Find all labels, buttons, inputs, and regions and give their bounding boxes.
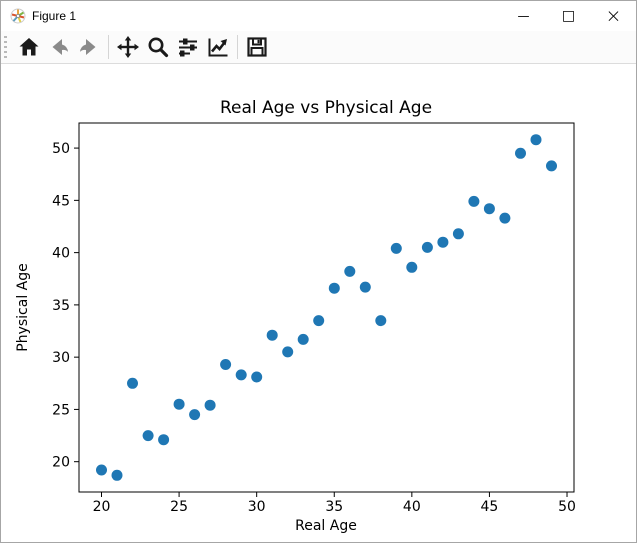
scatter-point (96, 464, 107, 476)
save-button[interactable] (242, 32, 272, 62)
x-tick-label: 45 (481, 499, 499, 515)
floppy-disk-icon (247, 37, 267, 57)
scatter-point (313, 315, 325, 327)
y-tick-label: 45 (52, 193, 70, 209)
x-tick-label: 30 (248, 499, 266, 515)
toolbar-grip[interactable] (3, 34, 8, 60)
arrow-right-icon (80, 39, 96, 55)
scatter-point (142, 430, 154, 442)
x-tick-label: 50 (558, 499, 576, 515)
move-arrows-icon (117, 36, 139, 58)
axis-ticks: 20 25 30 35 40 45 50 20 25 30 35 40 45 50 (52, 141, 576, 515)
x-tick-label: 40 (403, 499, 421, 515)
toolbar-separator (108, 35, 109, 59)
scatter-point (468, 195, 480, 207)
scatter-point (437, 236, 449, 248)
scatter-point (266, 329, 278, 341)
scatter-point (344, 265, 356, 277)
y-tick-label: 40 (52, 246, 70, 262)
chart-title: Real Age vs Physical Age (220, 98, 432, 118)
matplotlib-logo-icon (10, 8, 26, 24)
scatter-point (530, 134, 542, 146)
scatter-plot[interactable]: Real Age vs Physical Age Real Age Physic… (1, 64, 636, 543)
navigation-toolbar (1, 31, 636, 64)
home-icon (19, 38, 39, 56)
x-axis-label: Real Age (295, 518, 357, 534)
scatter-point (297, 333, 309, 345)
scatter-point (483, 203, 495, 215)
scatter-points (96, 134, 557, 481)
configure-subplots-button[interactable] (173, 32, 203, 62)
figure-canvas[interactable]: Real Age vs Physical Age Real Age Physic… (1, 64, 636, 543)
y-tick-label: 30 (52, 350, 70, 366)
scatter-point (111, 469, 123, 481)
scatter-point (127, 377, 138, 389)
scatter-point (452, 228, 464, 240)
scatter-point (189, 409, 201, 421)
y-axis-label: Physical Age (15, 263, 31, 351)
scatter-point (359, 281, 371, 293)
window-title: Figure 1 (32, 9, 77, 23)
scatter-point (499, 212, 511, 224)
scatter-point (235, 369, 247, 381)
x-tick-label: 20 (93, 499, 111, 515)
back-button[interactable] (44, 32, 74, 62)
scatter-point (173, 398, 185, 410)
minimize-button[interactable]: — (517, 9, 530, 23)
y-tick-label: 20 (52, 455, 70, 471)
plot-area[interactable] (78, 122, 575, 493)
toolbar-separator (237, 35, 238, 59)
sliders-icon (179, 38, 197, 57)
title-bar[interactable]: Figure 1 — □ × (1, 1, 636, 31)
home-button[interactable] (14, 32, 44, 62)
zoom-button[interactable] (143, 32, 173, 62)
forward-button[interactable] (74, 32, 104, 62)
scatter-point (546, 160, 557, 172)
x-tick-label: 35 (325, 499, 343, 515)
scatter-point (375, 315, 387, 327)
y-tick-label: 25 (52, 402, 70, 418)
magnifier-icon (148, 37, 169, 58)
scatter-point (328, 282, 340, 294)
arrow-left-icon (52, 39, 68, 55)
scatter-point (406, 261, 418, 273)
scatter-point (515, 147, 526, 159)
y-tick-label: 35 (52, 298, 70, 314)
scatter-point (421, 241, 433, 253)
y-tick-label: 50 (52, 141, 70, 157)
scatter-point (251, 371, 263, 383)
pan-button[interactable] (113, 32, 143, 62)
line-chart-icon (208, 38, 228, 57)
scatter-point (282, 346, 294, 358)
edit-axes-button[interactable] (203, 32, 233, 62)
maximize-button[interactable]: □ (561, 8, 576, 24)
scatter-point (390, 242, 402, 254)
x-tick-label: 25 (170, 499, 188, 515)
scatter-point (158, 434, 170, 446)
scatter-point (220, 359, 232, 370)
scatter-point (204, 399, 216, 411)
close-button[interactable]: × (605, 5, 622, 27)
